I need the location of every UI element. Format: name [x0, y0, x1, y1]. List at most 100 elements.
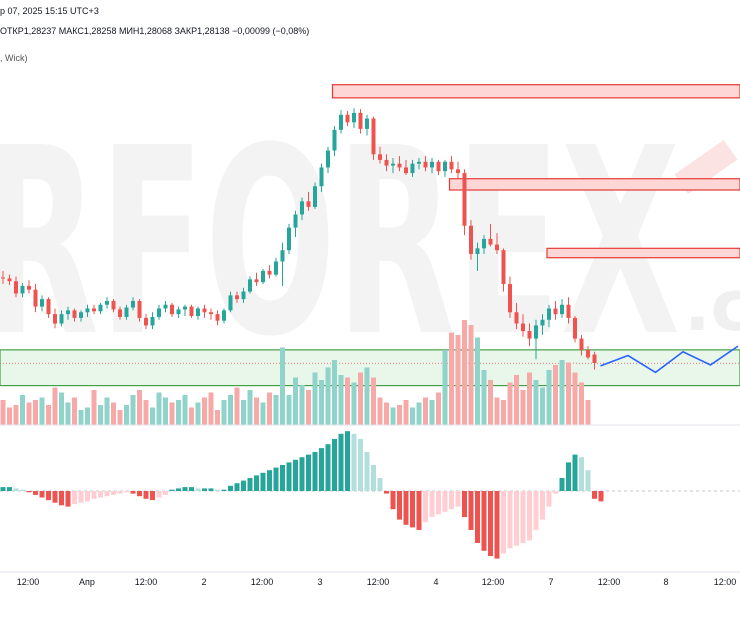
- candle-body: [482, 238, 486, 249]
- candle-body: [540, 319, 545, 326]
- candle-body: [144, 317, 148, 326]
- x-tick-label: 12:00: [367, 577, 390, 587]
- oscillator-bar: [260, 472, 266, 491]
- x-tick-label: 12:00: [251, 577, 274, 587]
- volume-bar: [566, 362, 571, 425]
- volume-bar: [111, 402, 116, 425]
- volume-bar: [533, 380, 539, 425]
- oscillator-bar: [371, 465, 376, 491]
- volume-bar: [65, 402, 71, 425]
- candle-body: [20, 285, 25, 294]
- candle-body: [79, 312, 83, 318]
- oscillator-bar: [13, 488, 19, 491]
- volume-bar: [423, 397, 428, 425]
- volume-bar: [494, 397, 500, 425]
- volume-bar: [572, 372, 578, 425]
- oscillator-bar: [254, 475, 259, 491]
- volume-bar: [176, 400, 181, 425]
- volume-bar: [449, 332, 454, 425]
- volume-bar: [202, 397, 207, 425]
- oscillator-bar: [78, 491, 84, 503]
- volume-bar: [189, 407, 194, 425]
- oscillator-bar: [442, 491, 448, 512]
- x-tick-label: 8: [663, 577, 668, 587]
- candle-body: [566, 304, 571, 318]
- candle-body: [118, 309, 122, 317]
- volume-bar: [527, 372, 532, 425]
- oscillator-bar: [202, 488, 207, 491]
- x-tick-label: 12:00: [482, 577, 505, 587]
- watermark-suffix: .c: [684, 265, 740, 347]
- volume-bar: [416, 402, 422, 425]
- candle-body: [124, 307, 129, 317]
- oscillator-bar: [273, 467, 279, 491]
- oscillator-bar: [436, 491, 441, 515]
- volume-bar: [26, 402, 32, 425]
- oscillator-bar: [91, 491, 97, 499]
- projection-line: [600, 345, 739, 374]
- volume-bar: [312, 372, 318, 425]
- candle-body: [391, 163, 395, 166]
- oscillator-bar: [338, 433, 344, 491]
- candle-body: [300, 201, 304, 215]
- oscillator-bar: [65, 491, 71, 507]
- oscillator-bar: [286, 462, 292, 491]
- volume-bar: [345, 377, 350, 425]
- volume-bar: [104, 397, 110, 425]
- candle-body: [7, 278, 12, 282]
- candle-body: [209, 312, 213, 315]
- volume-bar: [585, 400, 591, 425]
- oscillator-bar: [267, 470, 272, 491]
- supply-zone: [448, 178, 740, 191]
- oscillator-bar: [559, 478, 565, 491]
- x-tick-label: 4: [433, 577, 438, 587]
- candle-body: [105, 300, 109, 305]
- candle-body: [417, 161, 421, 164]
- oscillator-bar: [117, 491, 123, 494]
- candle-body: [241, 291, 246, 300]
- volume-bar: [540, 387, 545, 425]
- oscillator-bar: [325, 444, 331, 491]
- volume-bar: [507, 382, 513, 425]
- volume-bar: [306, 390, 311, 425]
- volume-bar: [293, 377, 298, 425]
- oscillator-bar: [501, 491, 506, 554]
- candle-body: [137, 300, 142, 318]
- oscillator-bar: [358, 439, 363, 491]
- candle-body: [111, 300, 116, 310]
- candle-body: [573, 317, 577, 339]
- candle-body: [40, 299, 44, 307]
- volume-bar: [299, 385, 305, 425]
- oscillator-bar: [104, 491, 110, 497]
- oscillator-bar: [345, 431, 350, 491]
- oscillator-bar: [98, 491, 103, 498]
- volume-bar: [150, 407, 155, 425]
- oscillator-bar: [137, 491, 142, 497]
- volume-bar: [410, 407, 415, 425]
- candle-body: [157, 308, 161, 317]
- time-axis[interactable]: 12:00 Апр 12:00 2 12:00 3 12:00 4 12:00 7 12:00 8 12…: [0, 571, 740, 587]
- oscillator-bar: [52, 491, 58, 503]
- oscillator-bar: [455, 491, 461, 507]
- volume-bar: [390, 407, 396, 425]
- candle-body: [514, 312, 519, 324]
- oscillator-bar: [280, 465, 285, 491]
- volume-bar: [280, 347, 285, 425]
- oscillator-bar: [494, 491, 500, 559]
- volume-bar: [0, 400, 6, 425]
- oscillator-bar: [234, 483, 240, 491]
- volume-bar: [85, 407, 90, 425]
- candle-body: [27, 285, 31, 290]
- oscillator-bar: [293, 459, 298, 491]
- oscillator-bar: [410, 491, 415, 528]
- oscillator-bar: [598, 491, 604, 502]
- volume-bar: [33, 400, 38, 425]
- candle-body: [339, 114, 343, 130]
- volume-bar: [46, 405, 51, 425]
- volume-bar: [78, 410, 84, 425]
- volume-bar: [403, 400, 409, 425]
- oscillator-bar: [566, 462, 571, 491]
- volume-bar: [182, 395, 188, 425]
- oscillator-bar: [384, 491, 389, 494]
